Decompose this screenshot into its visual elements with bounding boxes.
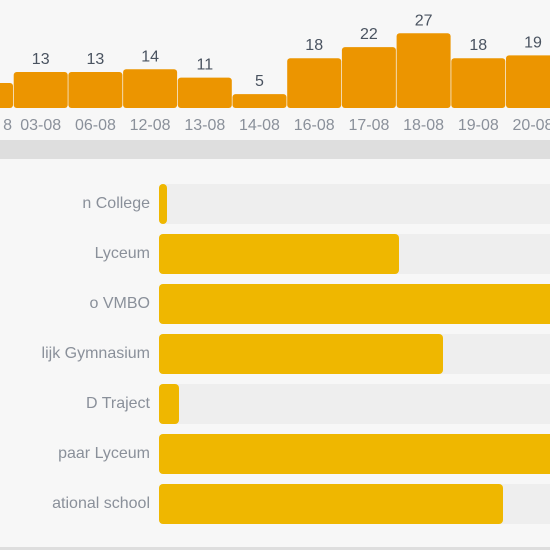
x-tick-label: 12-08 [130,117,171,134]
x-tick-label: 20-08 [513,117,550,134]
bar-fill [159,484,503,524]
x-tick-label: 13-08 [184,117,225,134]
school-label: D Traject [85,395,150,412]
school-row: paar Lyceum [0,434,550,474]
school-label: Lyceum [94,245,150,262]
school-label: paar Lyceum [58,445,150,462]
bar-value-label: 13 [32,51,50,68]
section-divider [0,140,550,159]
bar-16-08 [287,58,342,108]
bar-19-08 [451,58,506,108]
bar-value-label: 5 [255,73,264,90]
bar-fill [159,384,179,424]
bar-track [159,384,550,424]
bar-value-label: 13 [87,51,105,68]
school-row: Lyceum [0,234,550,274]
bar-value-label: 11 [196,57,213,74]
bar-12-08 [123,69,178,108]
x-tick-label: 8 [3,117,12,134]
bar-fill [159,334,443,374]
school-label: lijk Gymnasium [41,345,150,362]
school-row: lijk Gymnasium [0,334,550,374]
school-row: o VMBO [0,284,550,324]
bar-18-08 [396,33,451,108]
bar-fill [159,284,550,324]
bar-17-08 [341,47,396,108]
bar-06-08 [68,72,123,108]
bar-03-08 [13,72,68,108]
x-tick-label: 18-08 [403,117,444,134]
bar-fill [159,184,167,224]
bar-track [159,184,550,224]
bar-fill [159,434,550,474]
bar-partial [0,83,13,108]
bar-14-08 [232,94,287,108]
school-row: n College [0,184,550,224]
x-tick-label: 16-08 [294,117,335,134]
x-tick-label: 14-08 [239,117,280,134]
school-label: o VMBO [89,295,150,312]
school-label: n College [82,195,150,212]
x-tick-label: 06-08 [75,117,116,134]
daily-count-bar-chart: 8 13 03-08 13 06-08 14 12-08 11 13-08 5 14-08 18 16-… [0,12,550,134]
x-tick-label: 03-08 [20,117,61,134]
x-tick-label: 19-08 [458,117,499,134]
bar-value-label: 18 [469,37,487,54]
bottom-divider [0,547,550,550]
bar-value-label: 27 [415,12,433,29]
school-row: D Traject [0,384,550,424]
school-label: ational school [52,495,150,512]
bar-value-label: 18 [305,37,323,54]
bar-value-label: 14 [141,48,159,65]
school-row: ational school [0,484,550,524]
bar-fill [159,234,399,274]
bar-value-label: 22 [360,26,378,43]
x-tick-label: 17-08 [348,117,389,134]
bar-value-label: 19 [524,34,542,51]
bar-13-08 [177,77,232,108]
bar-20-08 [506,55,550,108]
